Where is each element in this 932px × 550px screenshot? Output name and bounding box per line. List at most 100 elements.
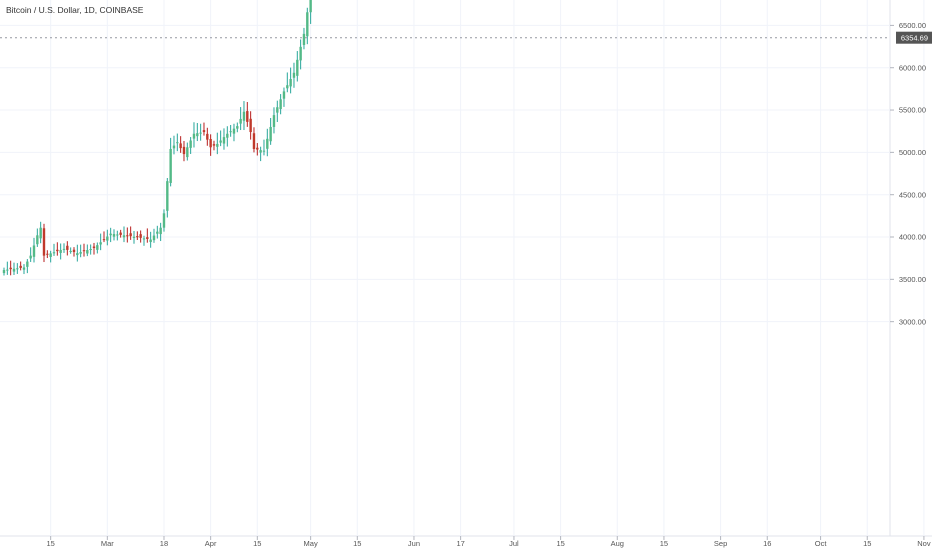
candle-body <box>76 253 79 256</box>
candle-body <box>22 267 26 270</box>
candle-body <box>19 265 22 268</box>
candle-body <box>9 267 12 270</box>
candle-body <box>252 133 256 149</box>
candle-body <box>126 235 129 237</box>
time-tick-label: 15 <box>556 539 564 548</box>
time-tick-label: 15 <box>253 539 261 548</box>
candle-body <box>302 33 306 45</box>
candle-body <box>199 132 202 134</box>
time-tick-label: 18 <box>160 539 168 548</box>
candle-body <box>159 227 162 235</box>
support-price-badge-text: 6354.69 <box>901 33 928 42</box>
candle-body <box>226 133 229 138</box>
time-tick-label: Jul <box>509 539 519 548</box>
candle-body <box>222 137 226 144</box>
candle-body <box>109 233 112 236</box>
candle-body <box>132 236 136 238</box>
candle-body <box>62 248 66 250</box>
candle-body <box>46 253 49 255</box>
candle-body <box>2 270 6 274</box>
time-tick-label: May <box>304 539 318 548</box>
price-tick-label: 3000.00 <box>899 317 926 326</box>
candle-body <box>32 245 36 257</box>
candle-body <box>96 245 99 250</box>
candle-body <box>166 181 169 211</box>
candle-body <box>16 268 19 270</box>
candle-body <box>112 234 116 237</box>
time-tick-label: 17 <box>456 539 464 548</box>
candle-body <box>259 150 262 153</box>
candle-body <box>119 232 122 235</box>
candle-body <box>36 235 39 245</box>
price-tick-label: 3500.00 <box>899 275 926 284</box>
candle-layer <box>2 0 312 276</box>
candle-body <box>29 255 32 259</box>
candle-body <box>89 249 92 251</box>
candle-body <box>239 118 242 124</box>
candle-body <box>79 252 82 254</box>
overlay-layer: Target: 3732.00 (36.82%) 373200, Amount:… <box>0 37 890 39</box>
candle-body <box>26 261 29 267</box>
candle-body <box>42 228 46 256</box>
grid-layer <box>0 0 932 537</box>
price-tick-label: 6500.00 <box>899 21 926 30</box>
chart-title: Bitcoin / U.S. Dollar, 1D, COINBASE <box>6 5 144 15</box>
candle-body <box>69 250 72 252</box>
candle-body <box>279 99 282 110</box>
candle-body <box>86 250 89 254</box>
candle-body <box>246 111 249 122</box>
candle-body <box>106 236 109 241</box>
candle-body <box>39 227 42 239</box>
candle-body <box>162 213 166 228</box>
candle-body <box>129 233 132 237</box>
candle-body <box>256 147 259 150</box>
candle-body <box>249 118 252 133</box>
time-tick-label: Sep <box>714 539 727 548</box>
price-tick-label: 5500.00 <box>899 106 926 115</box>
candle-body <box>189 140 192 148</box>
price-tick-label: 4500.00 <box>899 190 926 199</box>
candle-body <box>92 246 96 249</box>
time-tick-label: Oct <box>815 539 828 548</box>
candle-body <box>229 131 232 133</box>
candle-body <box>192 133 196 139</box>
candle-body <box>169 148 172 183</box>
candle-body <box>152 235 156 241</box>
candle-body <box>99 242 102 245</box>
candle-body <box>276 107 279 113</box>
candle-body <box>146 237 149 239</box>
time-tick-label: 15 <box>46 539 54 548</box>
candle-body <box>262 150 266 152</box>
candle-body <box>216 143 219 147</box>
candle-body <box>82 250 86 252</box>
candle-body <box>122 235 126 238</box>
candle-body <box>49 253 52 257</box>
candle-body <box>142 238 146 240</box>
candle-body <box>72 249 76 253</box>
candle-body <box>186 147 189 158</box>
price-tick-label: 4000.00 <box>899 233 926 242</box>
time-tick-label: 15 <box>863 539 871 548</box>
candle-body <box>286 85 289 89</box>
time-tick-label: Aug <box>611 539 624 548</box>
candle-body <box>52 252 56 254</box>
candle-body <box>136 236 139 238</box>
candle-body <box>59 249 62 253</box>
candle-body <box>102 239 106 241</box>
candle-body <box>289 79 292 87</box>
candle-body <box>202 130 206 133</box>
candle-body <box>116 234 119 236</box>
candle-body <box>172 145 176 149</box>
candle-body <box>12 268 16 272</box>
candle-body <box>236 126 239 129</box>
candle-body <box>149 239 152 243</box>
candle-body <box>292 72 296 78</box>
price-tick-label: 6000.00 <box>899 63 926 72</box>
candle-body <box>139 234 142 238</box>
candle-body <box>219 140 222 143</box>
time-tick-label: Jun <box>408 539 420 548</box>
time-tick-label: 15 <box>660 539 668 548</box>
candle-body <box>6 269 9 271</box>
time-tick-label: Mar <box>101 539 114 548</box>
